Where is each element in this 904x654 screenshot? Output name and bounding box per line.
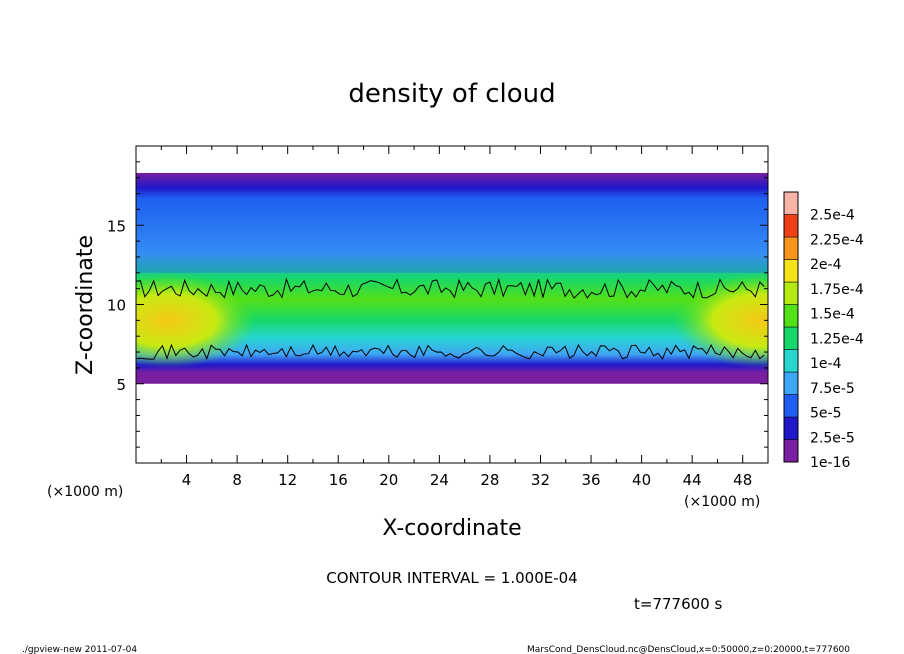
colorbar-label: 2e-4 [810, 257, 842, 273]
colorbar-label: 7.5e-5 [810, 381, 855, 397]
x-tick-label: 4 [182, 471, 192, 489]
colorbar-label: 2.5e-4 [810, 208, 855, 224]
colorbar-label: 2.25e-4 [810, 232, 864, 248]
x-axis-label: X-coordinate [382, 516, 521, 541]
x-unit-label-right: (×1000 m) [684, 494, 760, 510]
contour-interval-note: CONTOUR INTERVAL = 1.000E-04 [326, 569, 577, 587]
colorbar-swatch [783, 304, 799, 328]
colorbar-label: 1e-16 [810, 455, 850, 471]
x-tick-label: 32 [531, 471, 550, 489]
colorbar: 1e-16 2.5e-5 5e-5 7.5e-5 1e-4 1.25e-4 1.5e-4 1.… [783, 191, 864, 471]
colorbar-label: 2.5e-5 [810, 430, 855, 446]
x-axis-ticks: 4 8 12 16 20 24 28 32 36 40 44 48 [160, 146, 752, 489]
x-unit-label-left: (×1000 m) [47, 484, 123, 500]
colorbar-label: 1.25e-4 [810, 331, 864, 347]
upper-blue-region [136, 201, 768, 273]
colorbar-swatch [783, 236, 799, 260]
colorbar-label: 1e-4 [810, 356, 842, 372]
density-maximum-left [136, 272, 257, 368]
x-tick-label: 36 [581, 471, 600, 489]
colorbar-swatch [783, 326, 799, 350]
x-tick-label: 24 [430, 471, 449, 489]
colorbar-label: 1.5e-4 [810, 307, 855, 323]
footer-right: MarsCond_DensCloud.nc@DensCloud,x=0:5000… [527, 645, 850, 654]
y-tick-label: 15 [107, 217, 126, 235]
chart-title: density of cloud [348, 79, 555, 109]
cloud-density-band [136, 172, 768, 384]
colorbar-swatch [783, 439, 799, 463]
x-tick-label: 16 [329, 471, 348, 489]
x-tick-label: 20 [379, 471, 398, 489]
colorbar-swatch [783, 349, 799, 373]
y-axis-ticks: 5 10 15 [107, 161, 768, 448]
x-tick-label: 44 [683, 471, 702, 489]
x-tick-label: 8 [232, 471, 242, 489]
y-axis-label: Z-coordinate [73, 235, 98, 375]
density-maximum-right [673, 272, 768, 368]
colorbar-swatch [783, 214, 799, 238]
x-tick-label: 28 [480, 471, 499, 489]
colorbar-label: 1.75e-4 [810, 282, 864, 298]
contour-line-lower [136, 343, 765, 361]
colorbar-swatch [783, 281, 799, 305]
colorbar-label: 5e-5 [810, 406, 841, 422]
x-tick-label: 40 [632, 471, 651, 489]
footer-left: ./gpview-new 2011-07-04 [22, 645, 137, 654]
colorbar-swatch [783, 394, 799, 418]
time-label: t=777600 s [634, 595, 722, 613]
colorbar-frame [783, 191, 799, 463]
colorbar-swatch [783, 371, 799, 395]
plot-area [136, 172, 768, 384]
y-tick-label: 10 [107, 297, 126, 315]
colorbar-swatch [783, 191, 799, 215]
colorbar-swatch [783, 416, 799, 440]
y-tick-label: 5 [116, 376, 126, 394]
x-tick-label: 12 [278, 471, 297, 489]
x-tick-label: 48 [733, 471, 752, 489]
colorbar-swatch [783, 259, 799, 283]
contour-line-upper [136, 277, 765, 299]
